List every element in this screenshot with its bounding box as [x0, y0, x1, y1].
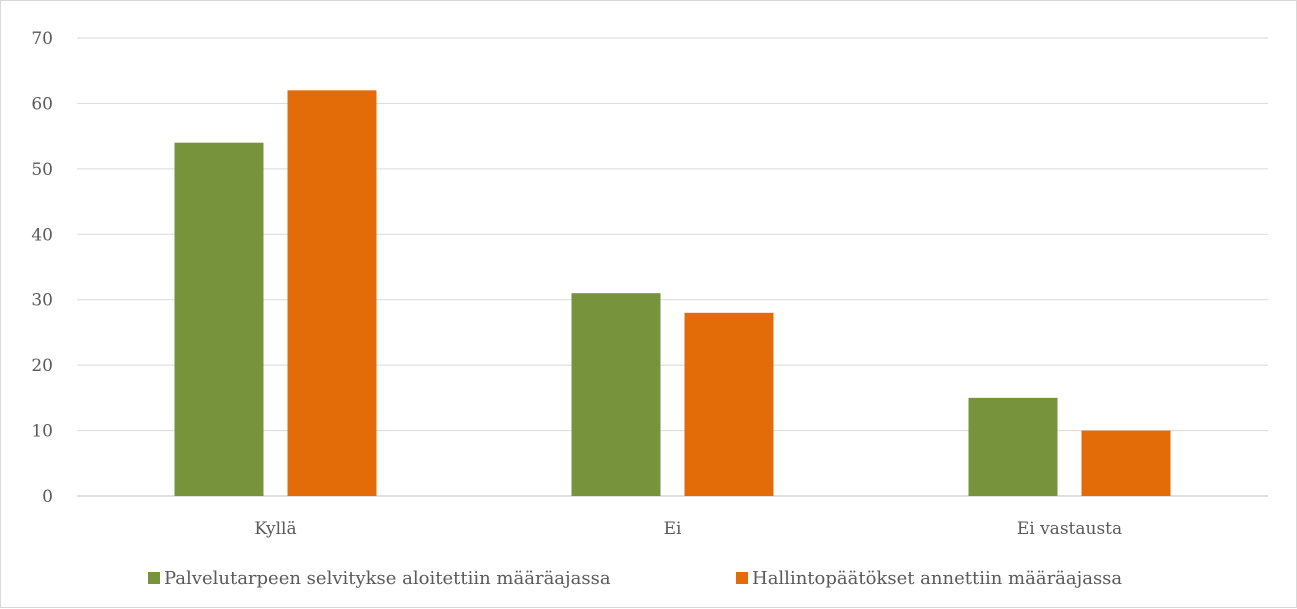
bar-2-1 — [287, 90, 377, 496]
y-axis-tick-labels: 0 10 20 30 40 50 60 70 — [31, 29, 53, 507]
legend-swatch — [148, 572, 160, 584]
legend-swatch — [736, 572, 748, 584]
x-tick-label: Kyllä — [254, 519, 296, 539]
bar-1-3 — [968, 397, 1058, 496]
bar-2-3 — [1081, 430, 1171, 496]
bar-1-2 — [571, 293, 661, 496]
bar-1-1 — [174, 142, 264, 496]
y-tick-label: 30 — [31, 291, 53, 311]
x-axis-tick-labels: Kyllä Ei Ei vastausta — [254, 519, 1122, 539]
x-tick-label: Ei vastausta — [1017, 519, 1122, 539]
gridlines — [77, 37, 1268, 497]
x-tick-label: Ei — [664, 519, 682, 539]
y-tick-label: 50 — [31, 160, 53, 180]
y-tick-label: 60 — [31, 94, 53, 114]
y-tick-label: 0 — [42, 487, 53, 507]
bar-2-2 — [684, 312, 774, 496]
legend: Palvelutarpeen selvitykse aloitettiin mä… — [148, 568, 1122, 589]
legend-label: Palvelutarpeen selvitykse aloitettiin mä… — [164, 568, 611, 589]
bars — [174, 90, 1171, 496]
y-tick-label: 20 — [31, 356, 53, 376]
y-tick-label: 40 — [31, 225, 53, 245]
legend-label: Hallintopäätökset annettiin määräajassa — [752, 568, 1122, 589]
y-tick-label: 10 — [31, 422, 53, 442]
y-tick-label: 70 — [31, 29, 53, 49]
